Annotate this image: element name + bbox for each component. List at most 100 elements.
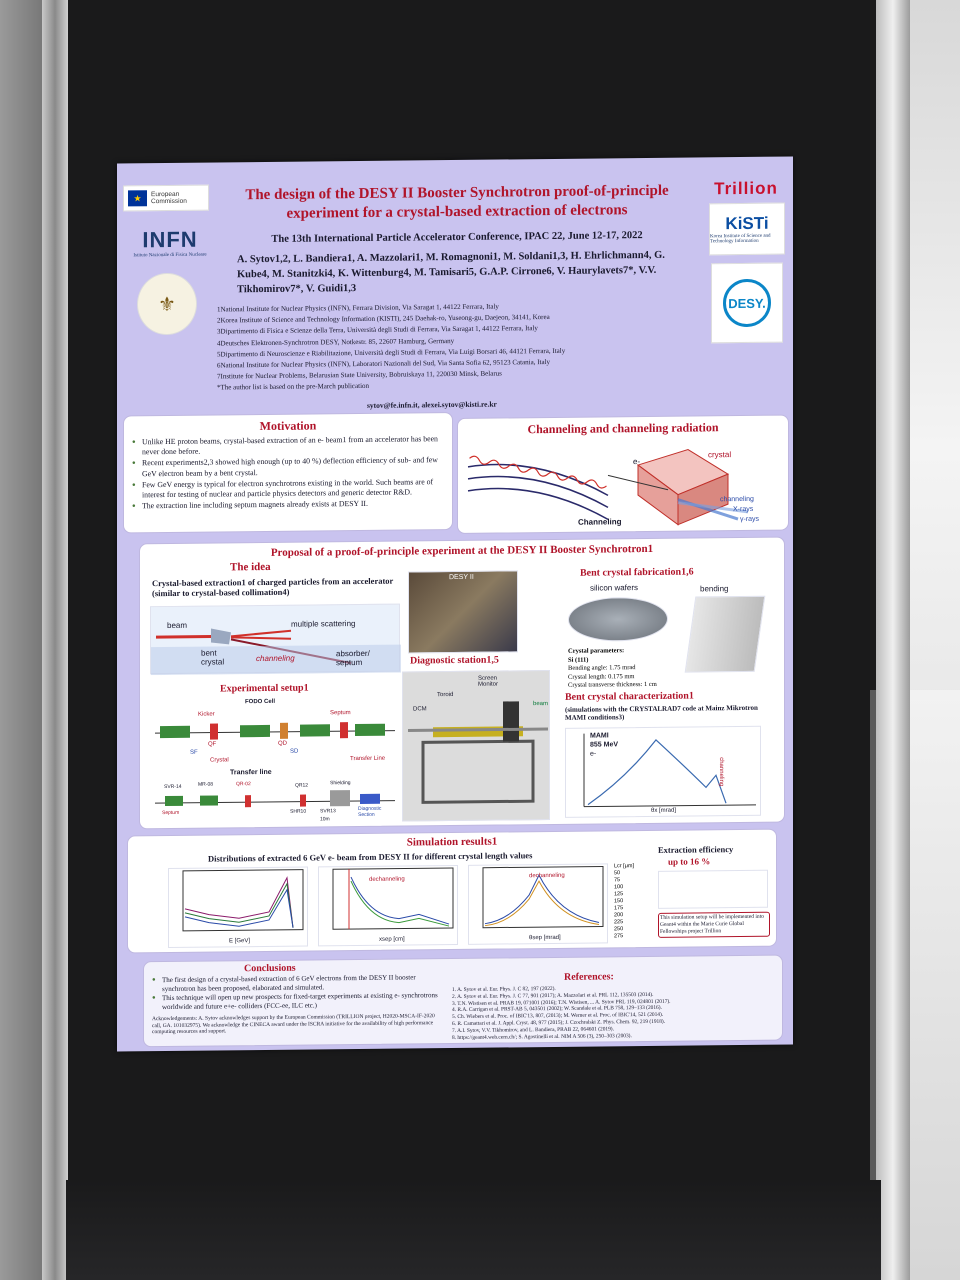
geant4-note: This simulation setup will be implemente… [658,911,770,938]
kisti-subtitle: Korea Institute of Science and Technolog… [710,233,771,245]
sd-label: SD [290,748,299,755]
mami-label: MAMI [590,732,609,740]
bending-label: bending [700,584,729,594]
list-item: This technique will open up new prospect… [152,991,442,1011]
plot3-xlabel: θsep [mrad] [529,934,561,942]
silicon-wafer-photo [568,596,668,642]
contact-email: sytov@fe.infn.it, alexei.sytov@kisti.re.… [367,399,497,410]
eu-commission-logo: ★ European Commission [123,184,209,212]
position-distribution-plot: xsep [cm] dechanneling [318,864,458,947]
idea-crystal-label: bent crystal [201,648,225,667]
param-item: Crystal transverse thickness: 1 cm [568,680,657,689]
efficiency-plot [658,869,768,909]
simulation-subtitle: Distributions of extracted 6 GeV e- beam… [208,850,533,864]
desy-photo: DESY II [408,570,518,654]
bent-crystal-sketch [684,595,766,673]
desy-circle-icon: DESY. [723,278,771,328]
setup-title: Experimental setup1 [220,682,309,695]
idea-title: The idea [230,560,271,574]
setup-lattice-svg [155,722,395,808]
diagnostic-station-svg [408,701,548,804]
dechanneling-label-3: dechanneling [529,872,565,880]
list-item: The first design of a crystal-based extr… [152,973,442,993]
motivation-bullets: Unlike HE proton beams, crystal-based ex… [132,434,444,512]
screen-monitor-label: Screen Monitor [478,675,499,688]
transfer-line-label: Transfer Line [350,755,386,763]
theta-axis-label: θx [mrad] [651,807,677,814]
channeling-caption: Channeling [578,517,622,527]
idea-scattering-label: multiple scattering [291,619,356,629]
idea-beam-label: beam [167,620,188,631]
channeling-panel: Channeling and channeling radiation e- c… [457,414,789,534]
poster-title: The design of the DESY II Booster Synchr… [245,182,669,222]
floor [66,1180,881,1280]
scale-label: 10m [320,816,330,823]
fodo-label: FODO Cell [245,698,276,706]
position-curves-svg [332,867,454,930]
ferrara-university-seal-icon: ⚜ [137,272,197,336]
electron-char-label: e- [590,750,597,758]
septum-tl-label: Septum [162,809,180,817]
characterization-subtitle: (simulations with the CRYSTALRAD7 code a… [565,703,758,722]
conference-line: The 13th International Particle Accelera… [271,230,643,245]
eu-label: European Commission [151,190,187,206]
kisti-logo: KiSTi Korea Institute of Science and Tec… [709,202,785,256]
kisti-word: KiSTi [725,213,769,234]
transfer-line-title: Transfer line [230,768,272,777]
qd-label: QD [278,740,287,747]
xrays-label: X-rays [733,505,754,514]
idea-beam-svg [151,628,401,676]
diagnostic-section-label: Diagnostic Section [358,805,382,819]
list-item: Recent experiments2,3 showed high enough… [132,456,444,480]
infn-logo: INFN Istituto Nazionale di Fisica Nuclea… [129,217,211,268]
sf-label: SF [190,749,198,756]
acknowledgements: Acknowledgements: A. Sytov acknowledges … [152,1013,435,1036]
angle-curves-svg [482,865,604,929]
desy-logo: DESY. [711,262,783,344]
diagnostic-station-render: Screen Monitor Toroid DCM beam [402,670,550,822]
trillion-logo: Trillion [714,178,778,199]
desy-photo-label: DESY II [449,573,474,582]
conclusions-title: Conclusions [244,962,296,975]
proposal-panel: Proposal of a proof-of-principle experim… [139,536,785,830]
wafer-label: silicon wafers [590,583,639,593]
electron-label: e- [633,457,641,467]
desy-word: DESY. [728,295,766,311]
septum-label: Septum [330,710,351,717]
legend-item: 275 [614,933,624,940]
toroid-label: Toroid [437,692,454,699]
shielding-label: Shielding [330,780,351,787]
experimental-setup-diagram: FODO Cell Kicker Septum QF QD SF SD Crys… [150,695,400,825]
motivation-title: Motivation [259,418,317,434]
infn-word: INFN [142,226,198,252]
channeling-beam-label: channeling [720,495,754,504]
scientific-poster: ★ European Commission INFN Istituto Nazi… [117,156,793,1052]
channeling-diagram [467,449,749,526]
qf-label: QF [208,741,217,748]
proposal-title: Proposal of a proof-of-principle experim… [270,542,654,559]
qr02-label: QR-02 [236,781,251,788]
left-frame-pole [42,0,68,1280]
efficiency-title: Extraction efficiency [658,844,734,855]
characterization-title: Bent crystal characterization1 [565,690,694,703]
references-title: References: [564,971,614,983]
affiliations: 1National Institute for Nuclear Physics … [217,300,687,395]
eu-flag-icon: ★ [128,190,148,207]
beam-label: beam [533,701,549,708]
characterization-curve-svg [583,733,756,808]
energy-distribution-plot: E [GeV] [168,866,308,949]
svr13-label: SVR13 [320,808,336,815]
conclusions-bullets: The first design of a crystal-based extr… [152,973,442,1012]
conclusions-panel: Conclusions The first design of a crysta… [143,954,783,1048]
qr12-label: QR12 [295,782,309,789]
list-item: Few GeV energy is typical for electron s… [132,477,444,501]
energy-curves-svg [182,869,304,932]
plot1-xlabel: E [GeV] [229,938,251,945]
kicker-label: Kicker [198,711,215,718]
list-item: Unlike HE proton beams, crystal-based ex… [132,434,444,458]
right-frame-pole [876,0,910,1280]
svr14-label: SVR-14 [164,783,182,791]
author-list: A. Sytov1,2, L. Bandiera1, A. Mazzolari1… [237,249,665,296]
idea-diagram: beam multiple scattering bent crystal ch… [150,603,401,676]
motivation-panel: Motivation Unlike HE proton beams, cryst… [123,412,453,534]
